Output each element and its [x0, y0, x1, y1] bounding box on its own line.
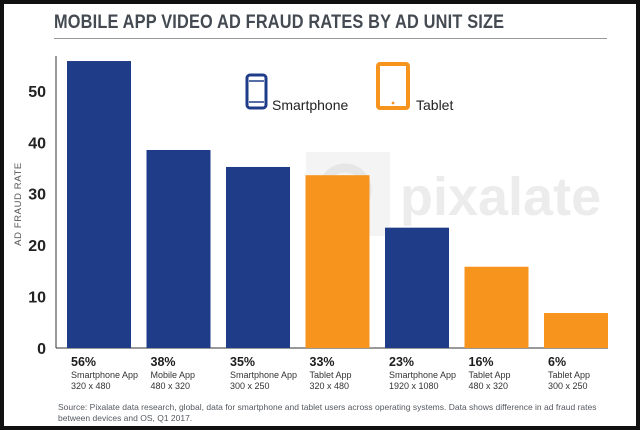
y-axis-title: AD FRAUD RATE	[13, 162, 24, 246]
category-name-label: Tablet App	[548, 370, 590, 380]
bar-value-label: 23%	[389, 355, 414, 369]
legend: Smartphone Tablet	[245, 62, 453, 113]
bar-3	[226, 166, 290, 348]
bars	[67, 61, 608, 349]
y-tick-label: 30	[28, 187, 46, 204]
category-name-label: Tablet App	[310, 370, 352, 380]
category-name-label: Smartphone App	[230, 370, 297, 380]
bar-6	[464, 266, 529, 348]
smartphone-icon	[245, 73, 268, 110]
bar-value-label: 6%	[548, 355, 566, 369]
category-name-label: Mobile App	[151, 370, 196, 380]
y-tick-label: 50	[28, 84, 46, 101]
y-tick-label: 10	[28, 290, 46, 307]
category-name-label: Smartphone App	[389, 370, 456, 380]
legend-label-tablet: Tablet	[416, 97, 453, 113]
bar-4	[305, 175, 370, 348]
category-size-label: 300 x 250	[230, 381, 270, 391]
bar-value-label: 35%	[230, 355, 255, 369]
chart-title: MOBILE APP VIDEO AD FRAUD RATES BY AD UN…	[54, 12, 505, 33]
category-size-label: 300 x 250	[548, 381, 588, 391]
category-size-label: 480 x 320	[151, 381, 191, 391]
bar-value-label: 56%	[71, 355, 96, 369]
y-tick-label: 0	[37, 341, 46, 358]
category-name-label: Tablet App	[469, 370, 511, 380]
tablet-icon-button	[391, 101, 395, 105]
tablet-icon	[376, 62, 410, 110]
category-name-label: Smartphone App	[71, 370, 138, 380]
category-size-label: 480 x 320	[469, 381, 509, 391]
source-note: Source: Pixalate data research, global, …	[58, 402, 597, 423]
bar-1	[67, 61, 131, 349]
bar-5	[385, 227, 449, 348]
y-tick-label: 40	[28, 135, 46, 152]
bar-value-label: 38%	[151, 355, 176, 369]
category-size-label: 320 x 480	[310, 381, 350, 391]
bar-7	[544, 313, 608, 348]
legend-label-smartphone: Smartphone	[272, 97, 348, 113]
title-divider	[54, 38, 607, 39]
bar-value-label: 16%	[469, 355, 494, 369]
watermark: pixalate	[306, 152, 601, 236]
bar-value-label: 33%	[310, 355, 335, 369]
y-tick-label: 20	[28, 238, 46, 255]
category-size-label: 1920 x 1080	[389, 381, 439, 391]
category-size-label: 320 x 480	[71, 381, 111, 391]
watermark-text: pixalate	[400, 167, 601, 227]
bar-2	[146, 150, 211, 348]
